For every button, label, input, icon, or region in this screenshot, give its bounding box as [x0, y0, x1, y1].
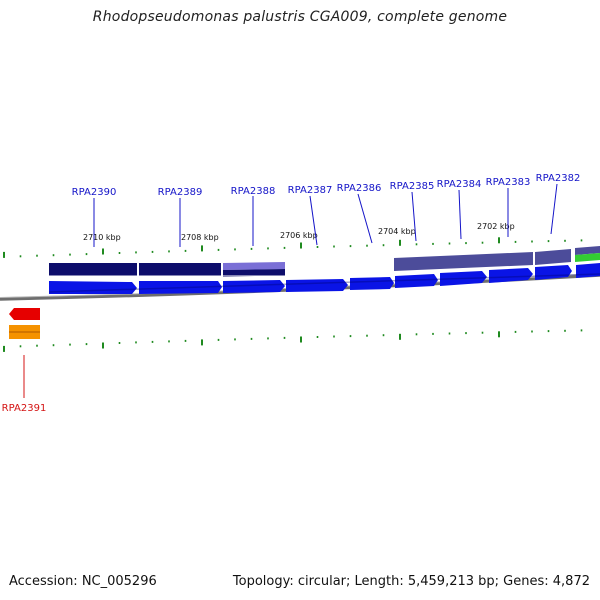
outer-tick-row: [3, 237, 583, 258]
scale-label: 2708 kbp: [181, 233, 219, 242]
gene-label[interactable]: RPA2383: [486, 177, 531, 188]
scale-label: 2706 kbp: [280, 231, 318, 240]
leader-line: [458, 189, 462, 240]
forward-cds-track: [48, 263, 600, 294]
hit-bar: [49, 263, 137, 276]
gene-label[interactable]: RPA2389: [158, 187, 203, 198]
hit-bar: [223, 262, 285, 270]
scale-label: 2710 kbp: [83, 233, 121, 242]
leader-line: [309, 195, 318, 246]
gene-label[interactable]: RPA2385: [390, 181, 435, 192]
leader-line: [357, 193, 373, 244]
gene-leader-lines: [23, 183, 558, 398]
gene-label[interactable]: RPA2390: [72, 187, 117, 198]
hit-bar: [535, 249, 571, 265]
gene-label[interactable]: RPA2386: [337, 183, 382, 194]
gene-labels: RPA2390 RPA2389 RPA2388 RPA2387 RPA2386 …: [2, 173, 581, 414]
hit-bar: [139, 263, 221, 276]
hit-bar: [394, 252, 533, 271]
reverse-cds-track: [9, 308, 40, 339]
hit-bar: [223, 269, 285, 277]
map-title: Rhodopseudomonas palustris CGA009, compl…: [92, 9, 508, 25]
hit-bar: [575, 253, 600, 262]
leader-line: [550, 183, 558, 235]
leader-line: [411, 191, 417, 242]
accession-text: Accession: NC_005296: [9, 574, 157, 589]
cds-arrow: [223, 280, 285, 293]
hit-bar: [575, 246, 600, 255]
cds-arrow: [49, 281, 137, 294]
scale-label: 2702 kbp: [477, 222, 515, 231]
cds-shading: [48, 273, 600, 293]
cds-arrow: [350, 277, 394, 290]
topology-summary: Topology: circular; Length: 5,459,213 bp…: [232, 574, 590, 589]
gene-label[interactable]: RPA2387: [288, 185, 333, 196]
hit-bars: [49, 246, 600, 277]
gene-label[interactable]: RPA2382: [536, 173, 581, 184]
gene-label-reverse[interactable]: RPA2391: [2, 403, 47, 414]
gene-label[interactable]: RPA2388: [231, 186, 276, 197]
scale-labels: 2710 kbp 2708 kbp 2706 kbp 2704 kbp 2702…: [83, 222, 515, 242]
cds-arrow: [440, 271, 487, 286]
inner-tick-row: [3, 329, 583, 352]
reverse-cds-arrow: [9, 308, 40, 320]
cds-arrow: [535, 265, 572, 280]
cds-arrow: [576, 263, 600, 278]
cds-arrow: [286, 279, 348, 292]
cds-arrow: [395, 274, 438, 288]
cds-arrow: [489, 268, 533, 283]
gene-label[interactable]: RPA2384: [437, 179, 482, 190]
scale-label: 2704 kbp: [378, 227, 416, 236]
cds-arrow: [139, 281, 222, 294]
